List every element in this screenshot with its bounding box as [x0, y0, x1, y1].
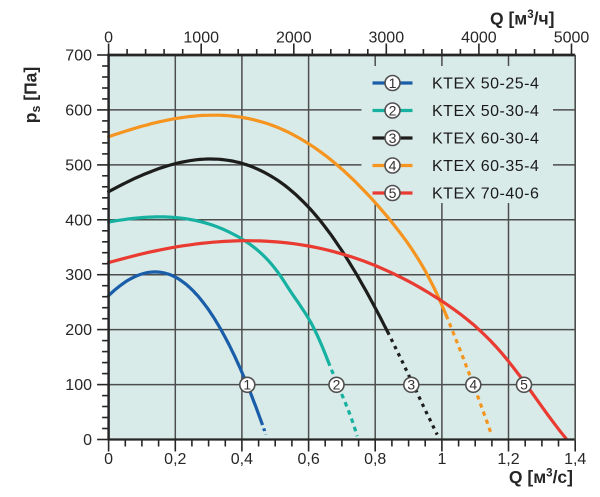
svg-text:0: 0 — [104, 451, 113, 468]
svg-text:KTEX 50-25-4: KTEX 50-25-4 — [432, 76, 539, 93]
svg-text:1: 1 — [437, 451, 446, 468]
svg-text:3: 3 — [389, 130, 397, 146]
svg-text:KTEX 60-30-4: KTEX 60-30-4 — [432, 131, 539, 148]
svg-text:200: 200 — [65, 322, 92, 339]
svg-text:4: 4 — [389, 158, 397, 174]
svg-text:0,8: 0,8 — [364, 451, 386, 468]
svg-text:1000: 1000 — [183, 30, 219, 47]
svg-text:1: 1 — [389, 75, 397, 91]
svg-text:3000: 3000 — [369, 30, 405, 47]
svg-text:600: 600 — [65, 102, 92, 119]
svg-text:2: 2 — [333, 377, 341, 393]
svg-text:400: 400 — [65, 212, 92, 229]
svg-text:5: 5 — [389, 185, 397, 201]
svg-text:5000: 5000 — [554, 30, 590, 47]
svg-text:1: 1 — [243, 377, 251, 393]
svg-text:100: 100 — [65, 377, 92, 394]
svg-text:700: 700 — [65, 48, 92, 65]
svg-text:0,2: 0,2 — [164, 451, 186, 468]
svg-text:500: 500 — [65, 157, 92, 174]
svg-text:1,2: 1,2 — [497, 451, 519, 468]
svg-text:KTEX 50-30-4: KTEX 50-30-4 — [432, 103, 539, 120]
svg-text:KTEX 70-40-6: KTEX 70-40-6 — [432, 186, 539, 203]
svg-text:5: 5 — [520, 377, 528, 393]
svg-text:0,6: 0,6 — [297, 451, 319, 468]
svg-text:Q [м3/ч]: Q [м3/ч] — [490, 9, 555, 29]
svg-text:3: 3 — [407, 377, 415, 393]
svg-text:0,4: 0,4 — [231, 451, 253, 468]
svg-text:1,4: 1,4 — [564, 451, 586, 468]
svg-text:2: 2 — [389, 103, 397, 119]
svg-text:4: 4 — [469, 377, 477, 393]
svg-text:4000: 4000 — [461, 30, 497, 47]
svg-text:ps [Па]: ps [Па] — [21, 67, 44, 123]
svg-text:2000: 2000 — [276, 30, 312, 47]
svg-text:0: 0 — [104, 30, 113, 47]
svg-text:0: 0 — [83, 432, 92, 449]
svg-text:KTEX 60-35-4: KTEX 60-35-4 — [432, 158, 539, 175]
svg-text:Q [м3/с]: Q [м3/с] — [509, 467, 573, 487]
svg-text:300: 300 — [65, 267, 92, 284]
